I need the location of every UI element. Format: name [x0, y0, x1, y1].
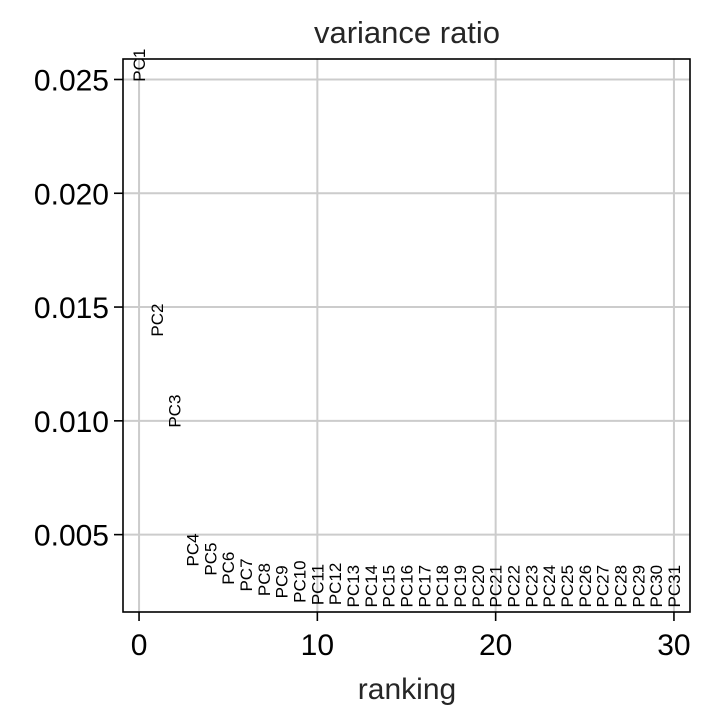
x-tick-label: 20	[479, 629, 512, 662]
point-label-pc4: PC4	[184, 533, 203, 566]
point-label-pc12: PC12	[326, 563, 345, 606]
point-label-pc31: PC31	[665, 565, 684, 608]
point-label-pc29: PC29	[629, 565, 648, 608]
point-label-pc15: PC15	[380, 565, 399, 608]
y-tick-label: 0.005	[34, 520, 109, 553]
point-label-pc18: PC18	[433, 565, 452, 608]
point-label-pc21: PC21	[487, 565, 506, 608]
point-label-pc6: PC6	[219, 552, 238, 585]
point-label-pc19: PC19	[451, 565, 470, 608]
x-tick-label: 0	[131, 629, 148, 662]
point-label-pc9: PC9	[273, 565, 292, 598]
point-label-pc2: PC2	[148, 304, 167, 337]
point-label-pc13: PC13	[344, 565, 363, 608]
point-label-pc10: PC10	[291, 560, 310, 603]
chart-title: variance ratio	[314, 15, 500, 50]
point-label-pc7: PC7	[237, 558, 256, 591]
point-label-pc28: PC28	[611, 565, 630, 608]
point-label-pc1: PC1	[130, 49, 149, 82]
point-label-pc23: PC23	[522, 565, 541, 608]
point-label-pc20: PC20	[469, 565, 488, 608]
y-tick-label: 0.010	[34, 406, 109, 439]
point-label-pc25: PC25	[558, 565, 577, 608]
point-label-pc26: PC26	[576, 565, 595, 608]
point-labels: PC1PC2PC3PC4PC5PC6PC7PC8PC9PC10PC11PC12P…	[130, 49, 684, 608]
point-label-pc11: PC11	[308, 564, 327, 605]
point-label-pc17: PC17	[415, 565, 434, 608]
x-axis-label: ranking	[358, 673, 456, 706]
point-label-pc14: PC14	[362, 565, 381, 608]
point-label-pc8: PC8	[255, 563, 274, 596]
x-tick-label: 10	[301, 629, 334, 662]
point-label-pc27: PC27	[594, 565, 613, 608]
point-label-pc16: PC16	[398, 565, 417, 608]
y-tick-label: 0.015	[34, 292, 109, 325]
plot-frame	[122, 58, 691, 613]
point-label-pc3: PC3	[166, 395, 185, 428]
grid-lines	[123, 59, 690, 612]
y-tick-label: 0.025	[34, 64, 109, 97]
point-label-pc22: PC22	[504, 565, 523, 608]
point-label-pc5: PC5	[201, 543, 220, 576]
point-label-pc24: PC24	[540, 565, 559, 608]
point-label-pc30: PC30	[647, 565, 666, 608]
x-tick-label: 30	[657, 629, 690, 662]
y-tick-label: 0.020	[34, 178, 109, 211]
axis-ticks: 0 10 20 30 0.005 0.010 0.015 0.020 0.025	[34, 64, 691, 662]
